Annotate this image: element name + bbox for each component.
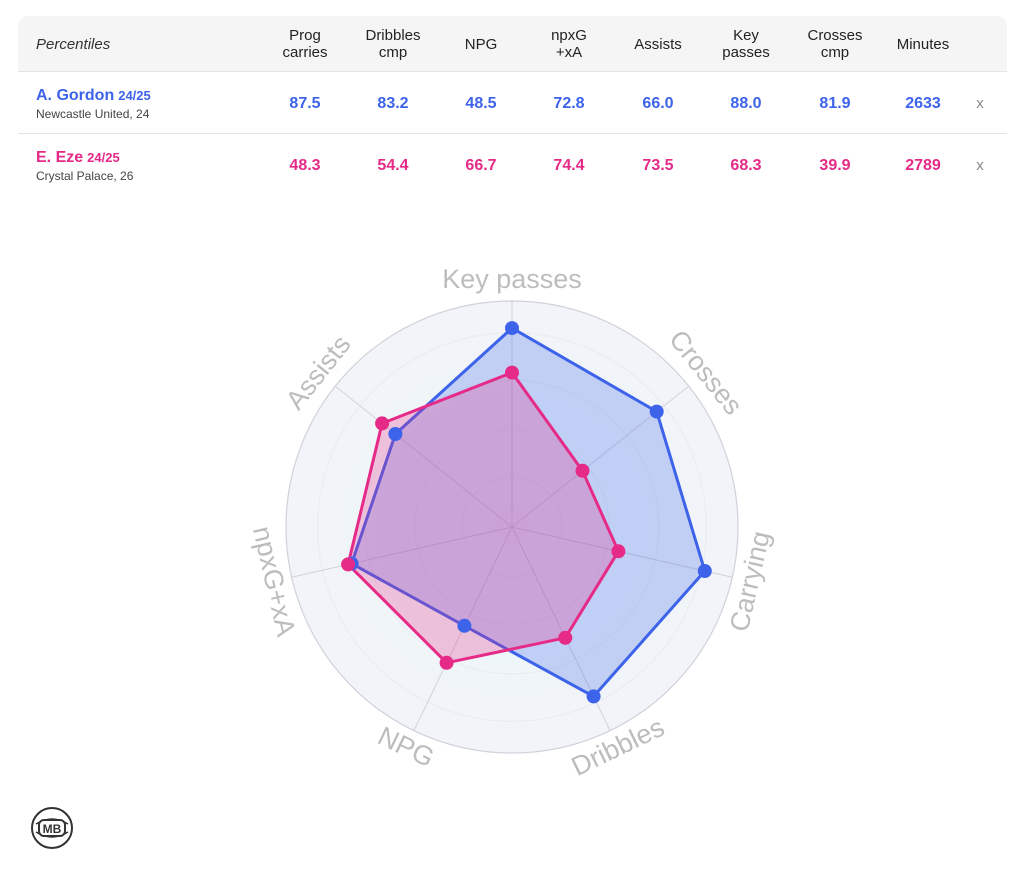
radar-series-2 xyxy=(346,371,620,665)
radar-point xyxy=(586,689,601,704)
value-dribbles-cmp: 83.2 xyxy=(377,94,409,112)
percentiles-table: Percentiles Prog carries Dribbles cmp NP… xyxy=(18,16,1007,194)
value-assists: 66.0 xyxy=(642,94,674,112)
header-assists: Assists xyxy=(634,35,682,53)
radar-point xyxy=(611,544,626,559)
radar-point xyxy=(558,630,573,645)
radar-point xyxy=(505,321,519,336)
player-name-text: A. Gordon xyxy=(36,87,115,104)
logo-text: MB xyxy=(43,822,62,836)
value-npg: 48.5 xyxy=(465,94,497,112)
player-name: A. Gordon 24/25 xyxy=(36,87,151,105)
radar-point xyxy=(697,564,712,578)
header-crosses-cmp: Crosses cmp xyxy=(807,27,863,61)
value-minutes: 2789 xyxy=(905,156,941,174)
remove-player-button[interactable]: x xyxy=(976,157,984,174)
radar-point xyxy=(341,557,356,572)
value-prog-carries: 87.5 xyxy=(289,94,321,112)
radar-point xyxy=(375,416,390,431)
player-club: Crystal Palace, 26 xyxy=(36,169,134,183)
value-crosses-cmp: 81.9 xyxy=(819,94,851,112)
player-season: 24/25 xyxy=(118,88,151,103)
header-npxg-xa: npxG +xA xyxy=(551,27,587,61)
table-row: A. Gordon 24/25 Newcastle United, 24 87.5… xyxy=(18,73,1007,134)
value-prog-carries: 48.3 xyxy=(289,156,321,174)
radar-series-1 xyxy=(350,326,707,698)
header-minutes: Minutes xyxy=(896,35,950,53)
remove-player-button[interactable]: x xyxy=(976,95,984,112)
table-row: E. Eze 24/25 Crystal Palace, 26 48.3 54.4… xyxy=(18,135,1007,196)
radar-axis-label: Key passes xyxy=(442,264,582,294)
value-key-passes: 68.3 xyxy=(730,156,762,174)
header-npg: NPG xyxy=(464,35,498,53)
radar-point xyxy=(439,655,454,670)
radar-point xyxy=(457,618,472,633)
player-club: Newcastle United, 24 xyxy=(36,107,150,121)
value-crosses-cmp: 39.9 xyxy=(819,156,851,174)
value-dribbles-cmp: 54.4 xyxy=(377,156,409,174)
radar-spoke xyxy=(334,385,513,528)
header-key-passes: Key passes xyxy=(722,27,770,61)
player-season: 24/25 xyxy=(87,150,120,165)
value-key-passes: 88.0 xyxy=(730,94,762,112)
header-dribbles-cmp: Dribbles cmp xyxy=(365,27,421,61)
table-header: Percentiles Prog carries Dribbles cmp NP… xyxy=(18,16,1007,72)
radar-chart: Key passesCrossesCarryingDribblesNPGnpxG… xyxy=(247,264,776,782)
value-minutes: 2633 xyxy=(905,94,941,112)
value-assists: 73.5 xyxy=(642,156,674,174)
header-percentiles: Percentiles xyxy=(36,35,111,53)
mb-logo: MB xyxy=(31,807,73,849)
value-npxg-xa: 72.8 xyxy=(553,94,585,112)
header-prog-carries: Prog carries xyxy=(282,27,328,61)
value-npxg-xa: 74.4 xyxy=(553,156,585,174)
player-name: E. Eze 24/25 xyxy=(36,149,120,167)
radar-spoke xyxy=(291,526,513,578)
radar-point xyxy=(505,365,519,380)
value-npg: 66.7 xyxy=(465,156,497,174)
radar-point xyxy=(649,404,664,419)
player-name-text: E. Eze xyxy=(36,149,84,166)
radar-point xyxy=(575,463,590,478)
radar-point xyxy=(388,427,403,441)
